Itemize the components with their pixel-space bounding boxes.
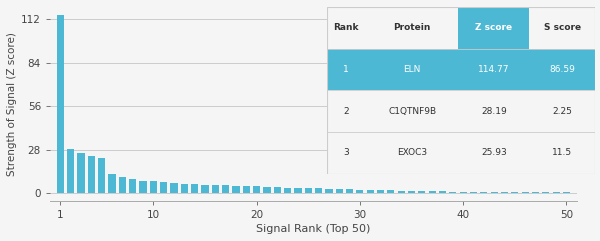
Bar — [129, 179, 136, 193]
Bar — [387, 190, 394, 193]
Bar — [449, 192, 457, 193]
Bar — [212, 185, 219, 193]
Bar — [253, 187, 260, 193]
X-axis label: Signal Rank (Top 50): Signal Rank (Top 50) — [256, 224, 371, 234]
Bar — [67, 149, 74, 193]
Bar — [315, 188, 322, 193]
Bar — [325, 189, 332, 193]
Bar — [377, 190, 384, 193]
Bar — [191, 184, 198, 193]
Bar — [98, 158, 105, 193]
Bar — [77, 153, 85, 193]
Bar — [521, 192, 529, 193]
Bar — [149, 181, 157, 193]
Bar — [263, 187, 271, 193]
Bar — [284, 187, 291, 193]
Bar — [170, 183, 178, 193]
Bar — [460, 192, 467, 193]
Bar — [356, 190, 364, 193]
Bar — [139, 181, 146, 193]
Bar — [553, 192, 560, 193]
Bar — [542, 192, 550, 193]
Bar — [160, 182, 167, 193]
Bar — [119, 177, 126, 193]
Bar — [335, 189, 343, 193]
Bar — [109, 174, 116, 193]
Bar — [181, 184, 188, 193]
Bar — [294, 188, 302, 193]
Bar — [532, 192, 539, 193]
Bar — [398, 191, 405, 193]
Bar — [88, 156, 95, 193]
Bar — [491, 192, 498, 193]
Bar — [202, 185, 209, 193]
Y-axis label: Strength of Signal (Z score): Strength of Signal (Z score) — [7, 32, 17, 176]
Bar — [367, 190, 374, 193]
Bar — [57, 15, 64, 193]
Bar — [501, 192, 508, 193]
Bar — [305, 188, 312, 193]
Bar — [242, 186, 250, 193]
Bar — [511, 192, 518, 193]
Bar — [346, 189, 353, 193]
Bar — [232, 186, 239, 193]
Bar — [439, 191, 446, 193]
Bar — [470, 192, 477, 193]
Bar — [428, 191, 436, 193]
Bar — [408, 191, 415, 193]
Bar — [418, 191, 425, 193]
Bar — [222, 185, 229, 193]
Bar — [480, 192, 487, 193]
Bar — [274, 187, 281, 193]
